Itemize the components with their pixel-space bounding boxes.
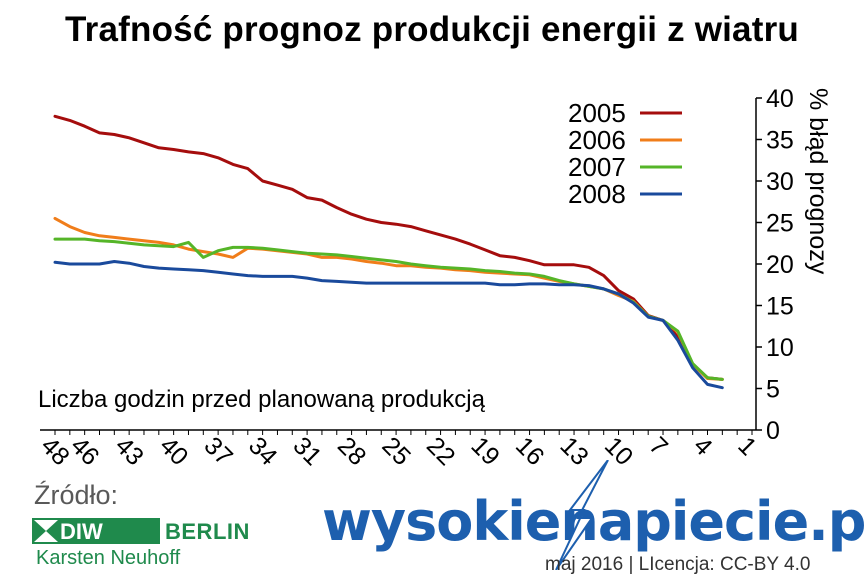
diw-city: BERLIN [165,519,250,544]
series-line-2005 [53,114,724,381]
x-tick-label: 28 [332,432,371,471]
x-tick-label: 22 [421,432,460,471]
brand-logo: wysokienapiecie.pl [322,490,864,553]
source-author: Karsten Neuhoff [36,547,181,569]
x-tick-label: 31 [288,432,327,471]
x-tick-label: 1 [732,432,762,462]
source-label: Źródło: [34,480,119,510]
y-axis-label: % błąd prognozy [804,88,832,275]
x-tick-label: 34 [243,432,283,472]
x-tick-label: 43 [110,432,149,471]
x-tick-label: 37 [199,432,238,471]
y-tick-label: 25 [766,210,794,238]
y-tick-label: 20 [766,251,794,279]
x-tick-label: 25 [377,432,416,471]
chart-title: Trafność prognoz produkcji energii z wia… [65,10,799,49]
x-tick-label: 46 [65,432,104,471]
x-tick-label: 4 [688,432,718,462]
x-axis-label: Liczba godzin przed planowaną produkcją [38,386,486,413]
y-tick-label: 40 [766,85,794,113]
lightning-icon [555,460,609,570]
chart-series [53,114,724,390]
legend-label-2006: 2006 [568,125,626,155]
legend-label-2005: 2005 [568,98,626,128]
y-tick-label: 10 [766,334,794,362]
y-tick-label: 5 [766,376,780,404]
diw-logo-icon [34,520,58,542]
series-line-2007 [53,237,724,381]
x-tick-label: 40 [154,432,193,471]
license-note: maj 2016 | LIcencja: CC-BY 4.0 [545,554,811,575]
x-tick-label: 19 [466,432,505,471]
legend-label-2008: 2008 [568,179,626,209]
y-tick-label: 15 [766,293,794,321]
y-tick-label: 30 [766,168,794,196]
y-tick-label: 0 [766,417,780,445]
diw-berlin-logo: DIW BERLIN [32,518,249,544]
series-line-2008 [53,260,724,390]
x-tick-label: 16 [510,432,549,471]
series-line-2006 [53,216,724,381]
x-tick-label: 7 [643,432,673,462]
y-tick-label: 35 [766,127,794,155]
diw-short: DIW [60,519,103,544]
legend-label-2007: 2007 [568,152,626,182]
